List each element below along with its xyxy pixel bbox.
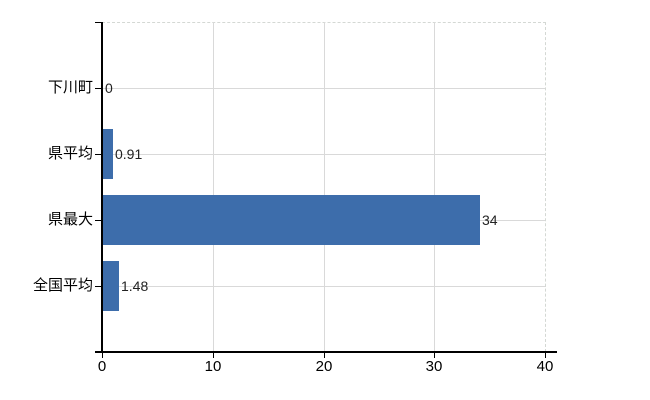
x-axis-tick	[213, 353, 214, 358]
x-axis-line	[95, 351, 557, 353]
gridline-vertical	[324, 22, 325, 352]
y-axis-tick	[95, 220, 102, 221]
x-axis-tick	[545, 353, 546, 358]
bar	[103, 195, 480, 245]
bar	[103, 129, 113, 179]
bar-value-label: 34	[482, 212, 498, 228]
bar-value-label: 0.91	[115, 146, 143, 162]
x-tick-label: 0	[97, 358, 107, 375]
y-axis-line	[101, 22, 103, 352]
bar	[103, 261, 119, 311]
gridline-vertical	[213, 22, 214, 352]
x-axis-tick	[324, 353, 325, 358]
category-label: 下川町	[47, 79, 93, 96]
gridline-vertical	[434, 22, 435, 352]
plot-area: 0 0.91 34 1.48	[102, 22, 546, 352]
x-axis-tick	[434, 353, 435, 358]
plot-border-right	[545, 22, 546, 352]
category-label: 全国平均	[32, 277, 93, 294]
y-axis-end-tick	[95, 22, 102, 23]
x-tick-label: 20	[315, 358, 333, 375]
x-tick-label: 40	[536, 358, 554, 375]
bar-value-label: 1.48	[121, 278, 149, 294]
category-label: 県最大	[47, 211, 93, 228]
y-axis-tick	[95, 286, 102, 287]
x-tick-label: 30	[425, 358, 443, 375]
category-label: 県平均	[47, 145, 93, 162]
y-axis-tick	[95, 154, 102, 155]
bar-value-label: 0	[105, 80, 113, 96]
y-axis-tick	[95, 88, 102, 89]
x-tick-label: 10	[204, 358, 222, 375]
x-axis-tick	[102, 353, 103, 358]
